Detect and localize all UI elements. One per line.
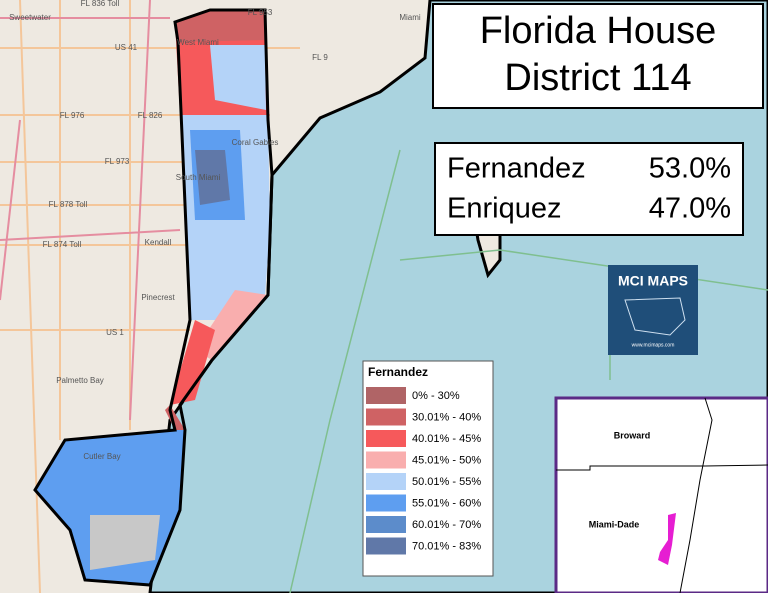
inset-lines <box>556 397 768 593</box>
title-line: District 114 <box>504 57 691 99</box>
map-labels: Sweetwater US 41 FL 976 FL 826 FL 973 FL 878 … <box>9 0 421 461</box>
legend-swatch <box>366 451 406 469</box>
legend-label: 45.01% - 50% <box>412 454 481 466</box>
candidate-name: Fernandez <box>447 153 586 185</box>
map-label: US 41 <box>115 43 138 52</box>
legend-label: 40.01% - 45% <box>412 433 481 445</box>
inset-label: Miami-Dade <box>589 519 640 529</box>
results: Fernandez 53.0% Enriquez 47.0% <box>447 153 731 225</box>
map-label: FL 973 <box>105 157 130 166</box>
legend-label: 50.01% - 55% <box>412 476 481 488</box>
inset-label: Broward <box>614 430 651 440</box>
legend-title: Fernandez <box>368 365 428 379</box>
results-box <box>434 142 744 236</box>
title-box <box>432 3 764 109</box>
map-label: Pinecrest <box>141 293 175 302</box>
highways <box>0 0 181 421</box>
map-label: Miami <box>399 13 421 22</box>
map-label: West Miami <box>177 38 219 47</box>
legend-label: 30.01% - 40% <box>412 411 481 423</box>
legend: 0% - 30% 30.01% - 40% 40.01% - 45% 45.01% -… <box>366 387 481 555</box>
legend-label: 55.01% - 60% <box>412 497 481 509</box>
candidate-share: 47.0% <box>649 193 731 225</box>
map-label: Cutler Bay <box>83 452 120 461</box>
logo-title: MCI MAPS <box>618 273 688 289</box>
map-label: Coral Gables <box>232 138 279 147</box>
map-label: FL 953 <box>248 8 273 17</box>
candidate-name: Enriquez <box>447 193 561 225</box>
legend-swatch <box>366 430 406 447</box>
legend-label: 60.01% - 70% <box>412 519 481 531</box>
inset-district <box>658 513 676 565</box>
map-label: FL 836 Toll <box>81 0 120 8</box>
map-label: FL 976 <box>60 111 85 120</box>
logo-url: www.mcimaps.com <box>632 342 675 348</box>
map-label: FL 9 <box>312 53 328 62</box>
inset <box>554 396 768 593</box>
legend-swatch <box>366 473 406 490</box>
map-label: Palmetto Bay <box>56 376 104 385</box>
legend-swatch <box>366 494 406 512</box>
title-line: Florida House <box>480 10 717 52</box>
map-label: Sweetwater <box>9 13 51 22</box>
map-label: US 1 <box>106 328 124 337</box>
legend-swatch <box>366 408 406 426</box>
map-label: FL 874 Toll <box>43 240 82 249</box>
legend-label: 0% - 30% <box>412 390 460 402</box>
legend-swatch <box>366 387 406 404</box>
map-label: South Miami <box>176 173 221 182</box>
logo-us <box>624 297 686 336</box>
district <box>33 8 274 587</box>
candidate-share: 53.0% <box>649 153 731 185</box>
legend-label: 70.01% - 83% <box>412 540 481 552</box>
map-label: FL 826 <box>138 111 163 120</box>
roads <box>0 0 300 593</box>
legend-swatch <box>366 516 406 533</box>
map-label: Kendall <box>145 238 172 247</box>
legend-swatch <box>366 537 406 555</box>
map-label: FL 878 Toll <box>49 200 88 209</box>
